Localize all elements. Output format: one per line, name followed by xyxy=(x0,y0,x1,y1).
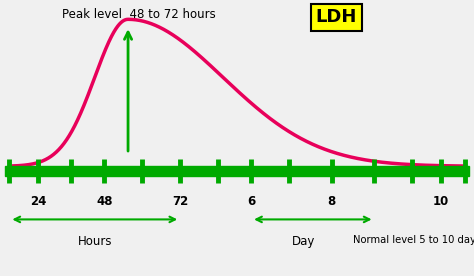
Text: 8: 8 xyxy=(328,195,336,208)
Text: Peak level  48 to 72 hours: Peak level 48 to 72 hours xyxy=(62,8,215,21)
Text: Hours: Hours xyxy=(78,235,112,248)
Text: Normal level 5 to 10 days: Normal level 5 to 10 days xyxy=(353,235,474,245)
Text: 6: 6 xyxy=(247,195,255,208)
Bar xyxy=(5,166,469,176)
Text: 48: 48 xyxy=(96,195,112,208)
Text: Day: Day xyxy=(292,235,315,248)
Text: 72: 72 xyxy=(172,195,188,208)
Text: 10: 10 xyxy=(433,195,449,208)
Text: 24: 24 xyxy=(30,195,46,208)
Text: LDH: LDH xyxy=(316,8,357,26)
